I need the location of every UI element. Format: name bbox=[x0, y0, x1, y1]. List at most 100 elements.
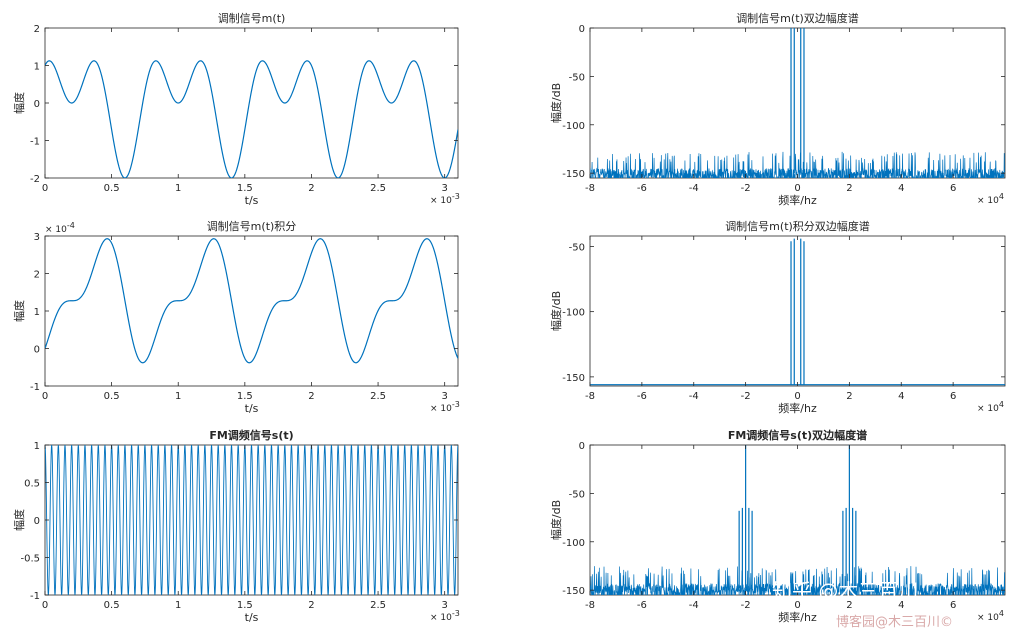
x-tick-label: 3 bbox=[441, 391, 447, 402]
x-tick-label: 6 bbox=[950, 391, 956, 402]
x-exponent: × 10-3 bbox=[430, 192, 460, 206]
y-tick-label: -150 bbox=[562, 169, 585, 180]
y-tick-label: -1 bbox=[30, 591, 40, 602]
y-axis-label: 幅度/dB bbox=[549, 500, 563, 540]
x-tick-label: 2 bbox=[846, 600, 852, 611]
x-exponent: × 10-3 bbox=[430, 400, 460, 414]
y-tick-label: -50 bbox=[569, 489, 585, 500]
y-tick-label: 1 bbox=[34, 441, 40, 452]
x-tick-label: 6 bbox=[950, 600, 956, 611]
x-tick-label: 0 bbox=[42, 391, 48, 402]
watermark-sub: 博客园@木三百川© bbox=[836, 614, 953, 630]
x-tick-label: 4 bbox=[898, 600, 904, 611]
y-tick-label: 1 bbox=[34, 307, 40, 318]
x-exponent: × 10-3 bbox=[430, 609, 460, 623]
x-tick-label: -8 bbox=[585, 600, 595, 611]
x-exponent: × 104 bbox=[977, 400, 1004, 414]
x-tick-label: 1 bbox=[175, 600, 181, 611]
x-tick-label: 1.5 bbox=[237, 600, 253, 611]
series-line bbox=[45, 445, 458, 595]
y-tick-label: -1 bbox=[30, 382, 40, 393]
x-axis-label: 频率/hz bbox=[778, 401, 817, 415]
watermark: 知乎 @木三百川 博客园@木三百川© bbox=[772, 579, 953, 630]
axes-box bbox=[589, 444, 1006, 596]
x-axis-label: t/s bbox=[245, 194, 259, 207]
x-tick-label: 0 bbox=[42, 600, 48, 611]
plot-area bbox=[45, 445, 458, 595]
x-tick-label: 2 bbox=[846, 183, 852, 194]
y-exponent: × 10-4 bbox=[45, 221, 75, 235]
y-tick-label: 0 bbox=[34, 99, 40, 110]
x-tick-label: 4 bbox=[898, 183, 904, 194]
x-tick-label: 0.5 bbox=[104, 600, 120, 611]
plot-area bbox=[45, 238, 458, 364]
chart-panel-5: FM调频信号s(t) 0 0.5 1 1.5 2 2.5 3 -1 -0.5 0 0.5 1 t/s 幅度 ×… bbox=[12, 428, 460, 624]
x-tick-label: -2 bbox=[741, 391, 751, 402]
x-exponent: × 104 bbox=[977, 192, 1004, 206]
y-tick-label: -50 bbox=[569, 72, 585, 83]
x-tick-label: -2 bbox=[741, 183, 751, 194]
chart-title: 调制信号m(t)积分 bbox=[207, 220, 297, 233]
axes-box bbox=[589, 27, 1006, 179]
x-axis-label: 频率/hz bbox=[778, 610, 817, 624]
y-tick-label: -100 bbox=[562, 538, 585, 549]
chart-title: 调制信号m(t)积分双边幅度谱 bbox=[725, 219, 870, 233]
y-tick-label: -2 bbox=[30, 174, 40, 185]
y-tick-label: -150 bbox=[562, 586, 585, 597]
chart-title: 调制信号m(t) bbox=[218, 12, 286, 25]
x-axis-label: t/s bbox=[245, 611, 259, 624]
x-tick-label: 1.5 bbox=[237, 183, 253, 194]
y-tick-label: -150 bbox=[562, 373, 585, 384]
y-tick-label: -1 bbox=[30, 137, 40, 148]
x-tick-label: -6 bbox=[637, 600, 647, 611]
series-line bbox=[45, 60, 458, 178]
chart-panel-2: 调制信号m(t)双边幅度谱-8 -6 -4 -2 0 2 4 6-150-100-500频率/… bbox=[549, 11, 1006, 207]
noise-floor bbox=[590, 566, 1005, 595]
x-tick-label: 0 bbox=[794, 183, 800, 194]
x-tick-label: 0 bbox=[794, 600, 800, 611]
series-line bbox=[45, 238, 458, 364]
y-tick-label: 0 bbox=[34, 345, 40, 356]
y-tick-label: 2 bbox=[34, 24, 40, 35]
y-tick-label: 0 bbox=[579, 24, 585, 35]
axes-box bbox=[589, 235, 1006, 387]
y-axis-label: 幅度 bbox=[12, 300, 26, 322]
x-tick-label: 2.5 bbox=[370, 600, 386, 611]
chart-panel-1: 调制信号m(t) 0 0.5 1 1.5 2 2.5 3 -2 -1 0 1 2 t/s 幅度 × 10-3 bbox=[12, 12, 460, 207]
x-tick-label: 2 bbox=[308, 391, 314, 402]
y-tick-label: 3 bbox=[34, 232, 40, 243]
x-exponent: × 104 bbox=[977, 609, 1004, 623]
plot-area bbox=[590, 445, 1005, 595]
x-axis-label: t/s bbox=[245, 402, 259, 415]
x-tick-label: 1.5 bbox=[237, 391, 253, 402]
x-tick-label: 0.5 bbox=[104, 391, 120, 402]
axes-box bbox=[44, 27, 459, 179]
x-tick-label: -4 bbox=[689, 600, 699, 611]
x-tick-label: 0.5 bbox=[104, 183, 120, 194]
x-tick-label: 2 bbox=[308, 600, 314, 611]
axes-box bbox=[44, 235, 459, 387]
x-tick-label: -8 bbox=[585, 183, 595, 194]
x-tick-label: -4 bbox=[689, 183, 699, 194]
y-tick-label: -0.5 bbox=[20, 554, 40, 565]
x-tick-label: 1 bbox=[175, 391, 181, 402]
x-tick-label: 4 bbox=[898, 391, 904, 402]
x-tick-label: -6 bbox=[637, 183, 647, 194]
x-tick-label: -8 bbox=[585, 391, 595, 402]
chart-title: FM调频信号s(t) bbox=[209, 428, 293, 442]
x-tick-label: 2.5 bbox=[370, 391, 386, 402]
plot-area bbox=[45, 60, 458, 178]
y-tick-label: -100 bbox=[562, 308, 585, 319]
x-tick-label: 6 bbox=[950, 183, 956, 194]
chart-panel-4: 调制信号m(t)积分双边幅度谱 -8 -6 -4 -2 0 2 4 6 -150 -100 -50 频率… bbox=[549, 219, 1006, 415]
x-tick-label: 0 bbox=[794, 391, 800, 402]
x-tick-label: -2 bbox=[741, 600, 751, 611]
y-axis-label: 幅度 bbox=[12, 509, 26, 531]
x-tick-label: 3 bbox=[441, 183, 447, 194]
y-tick-label: -50 bbox=[569, 242, 585, 253]
y-tick-label: 1 bbox=[34, 62, 40, 73]
y-tick-label: -100 bbox=[562, 121, 585, 132]
y-tick-label: 2 bbox=[34, 270, 40, 281]
